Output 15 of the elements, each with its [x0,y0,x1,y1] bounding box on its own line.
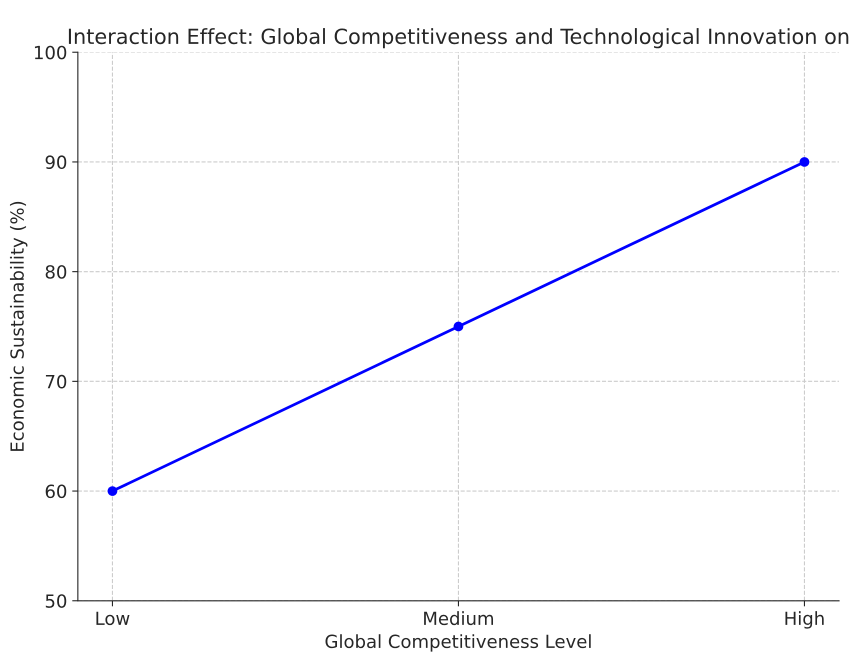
y-tick-label: 90 [46,155,66,170]
y-axis-title: Economic Sustainability (%) [10,202,28,451]
x-tick-label: Medium [424,611,494,626]
y-tick-label: 50 [46,594,66,608]
point [454,322,464,332]
y-tick-label: 100 [34,46,66,60]
x-tick-label: High [785,611,824,629]
y-tick-label: 70 [46,374,66,388]
x-axis-title: Global Competitiveness Level [326,634,591,652]
y-tick-label: 80 [46,265,66,279]
y-tick-label: 60 [46,484,66,498]
chart-title: Interaction Effect: Global Competitiveness and Technological Innovation on [68,28,848,48]
point [108,486,118,496]
x-tick-label: Low [96,612,130,626]
point [800,157,810,167]
